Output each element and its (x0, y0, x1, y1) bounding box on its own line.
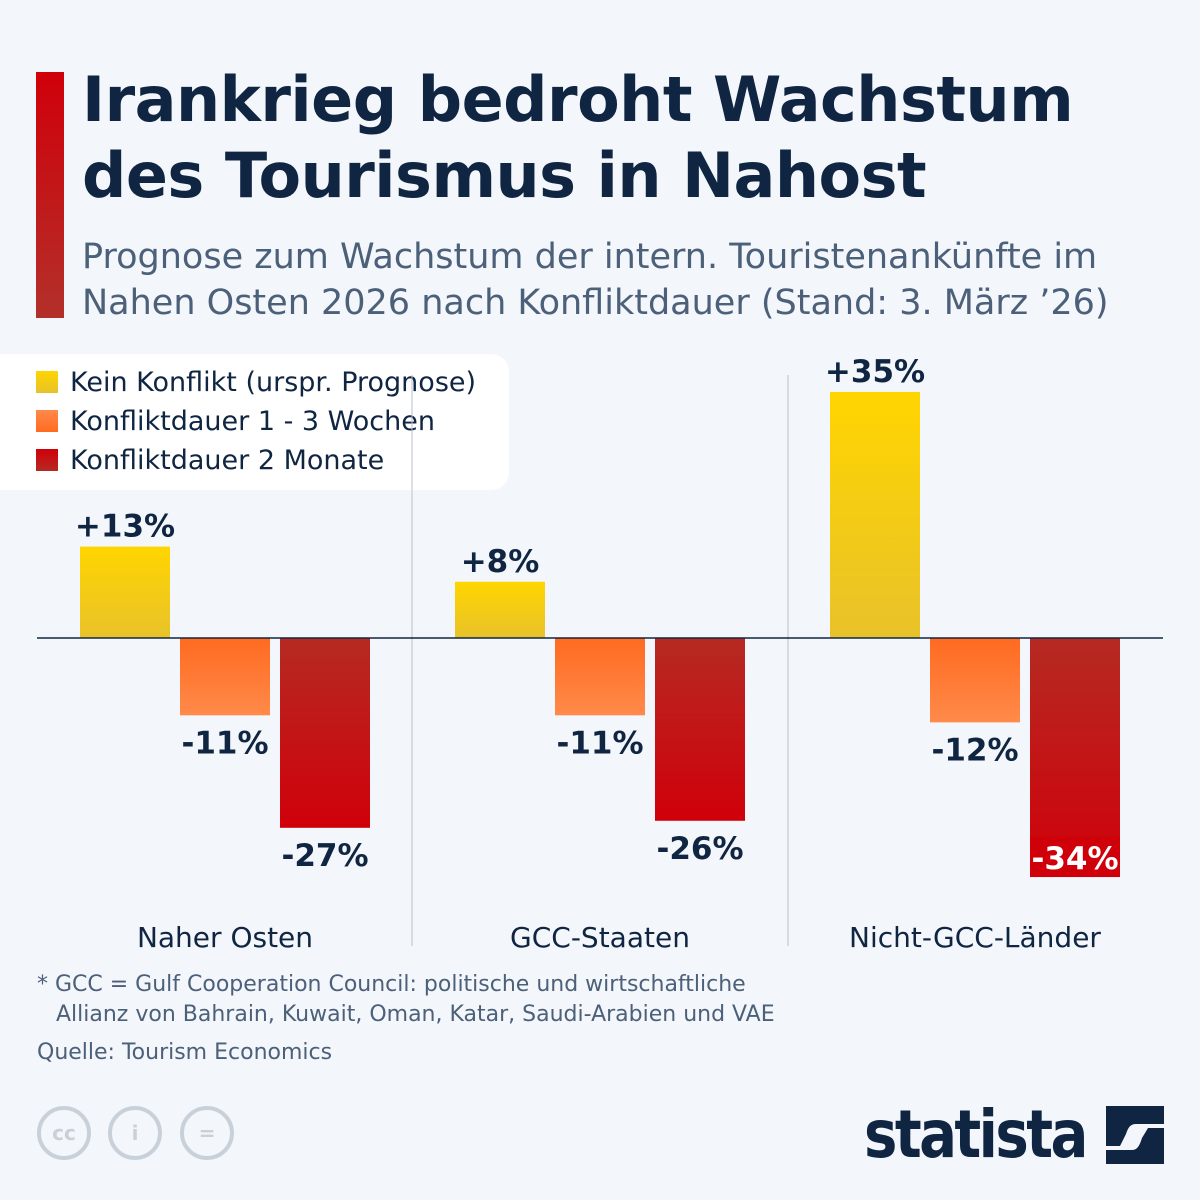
data-label-background (1030, 837, 1120, 878)
data-label: +13% (75, 509, 175, 545)
footnote: * GCC = Gulf Cooperation Council: politi… (37, 970, 775, 1030)
bar (455, 581, 545, 638)
data-label: -11% (556, 725, 643, 761)
chart-subtitle: Prognose zum Wachstum der intern. Touris… (82, 237, 1109, 323)
bar (80, 546, 170, 638)
legend-swatch (36, 410, 58, 432)
data-label: -11% (181, 725, 268, 761)
bar (930, 638, 1020, 723)
data-label: -26% (656, 831, 743, 867)
footnote-line-1: * GCC = Gulf Cooperation Council: politi… (37, 972, 746, 997)
data-label: -34% (1031, 841, 1118, 877)
title-line-2: des Tourismus in Nahost (82, 139, 927, 212)
bar (555, 638, 645, 716)
category-label: Naher Osten (137, 921, 313, 954)
no-derivatives-icon[interactable]: = (180, 1106, 234, 1160)
source: Quelle: Tourism Economics (37, 1040, 333, 1065)
category-label: GCC-Staaten (510, 921, 690, 954)
attribution-icon[interactable]: i (108, 1106, 162, 1160)
legend-item-2-months: Konfliktdauer 2 Monate (36, 444, 385, 476)
legend-label: Kein Konflikt (urspr. Prognose) (70, 366, 477, 398)
bar (830, 391, 920, 638)
legend-label: Konfliktdauer 2 Monate (70, 444, 385, 476)
legend: Kein Konflikt (urspr. Prognose) Konflikt… (0, 354, 509, 490)
statista-logo[interactable]: statista (864, 1096, 1088, 1173)
title-line-1: Irankrieg bedroht Wachstum (82, 63, 1074, 136)
footnote-line-2: Allianz von Bahrain, Kuwait, Oman, Katar… (56, 1002, 775, 1027)
data-label: +8% (461, 544, 540, 580)
category-label: Nicht-GCC-Länder (849, 921, 1101, 954)
legend-swatch (36, 371, 58, 393)
legend-label: Konfliktdauer 1 - 3 Wochen (70, 405, 435, 437)
chart-title: Irankrieg bedroht Wachstum des Tourismus… (82, 62, 1074, 214)
data-label: +35% (825, 354, 925, 390)
legend-item-1-3-weeks: Konfliktdauer 1 - 3 Wochen (36, 405, 435, 437)
legend-swatch (36, 449, 58, 471)
title-accent-bar (36, 72, 64, 318)
bar (180, 638, 270, 716)
statista-logo-icon (1106, 1106, 1164, 1164)
cc-icon[interactable]: cc (37, 1106, 91, 1160)
data-label: -12% (931, 732, 1018, 768)
legend-item-no-conflict: Kein Konflikt (urspr. Prognose) (36, 366, 477, 398)
bar (655, 638, 745, 821)
bar (280, 638, 370, 828)
data-label: -27% (281, 838, 368, 874)
